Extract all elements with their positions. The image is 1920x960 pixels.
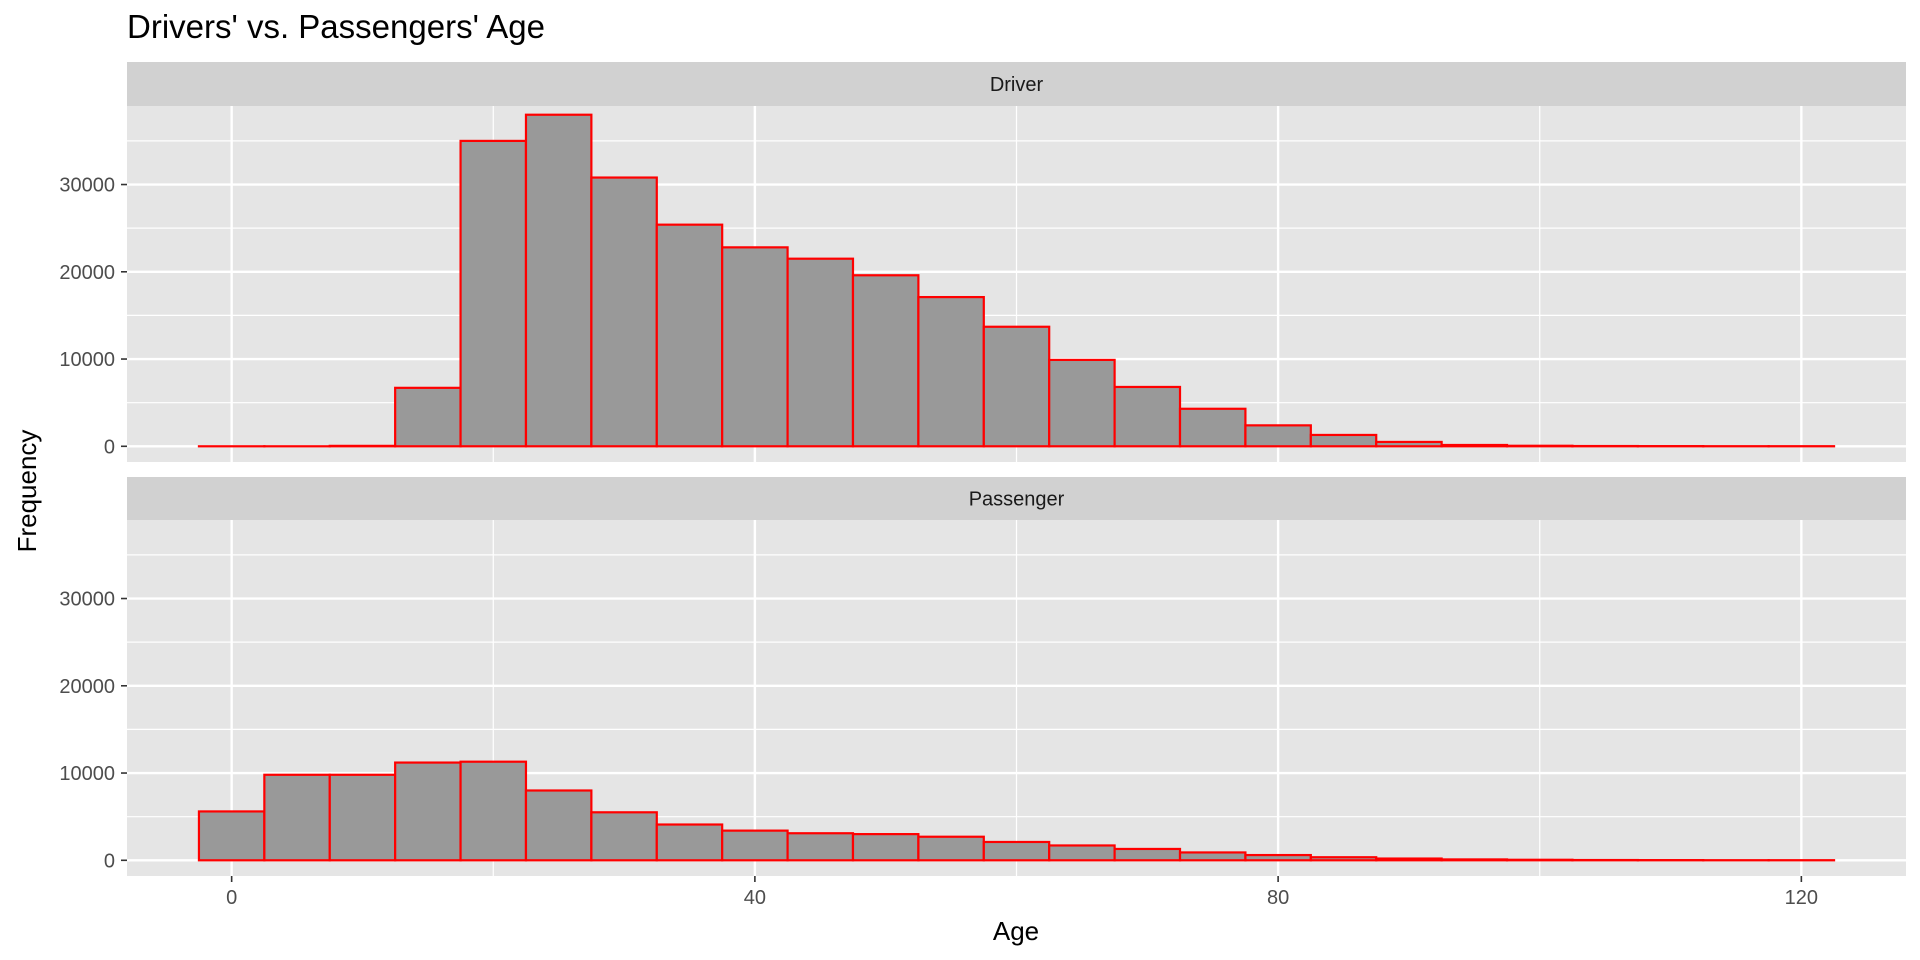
histogram-bar [1375, 857, 1443, 862]
histogram-bar [1505, 858, 1574, 862]
histogram-bar [524, 113, 593, 448]
y-tick-label: 20000 [59, 262, 115, 284]
histogram-bar [1440, 443, 1509, 448]
y-tick-label: 0 [104, 850, 115, 872]
histogram-bar [1048, 844, 1116, 862]
facet-panel-passenger: Passenger 0 10000 20000 30000 0 40 80 120 [59, 477, 1906, 909]
histogram-bar [982, 840, 1051, 862]
histogram-bar [917, 835, 985, 862]
histogram-bar [394, 386, 462, 448]
x-tick-label: 120 [1785, 887, 1818, 909]
histogram-bar [982, 325, 1051, 448]
histogram-bar [721, 246, 789, 448]
histogram-bar [1309, 856, 1378, 862]
histogram-bar [1244, 853, 1312, 862]
histogram-bar [1505, 444, 1574, 448]
facet-strip-label: Passenger [969, 489, 1065, 511]
histogram-bar [394, 761, 462, 862]
facet-panel-driver: Driver 0 10000 20000 30000 [59, 62, 1906, 462]
y-tick-label: 10000 [59, 349, 115, 371]
histogram-bar [851, 274, 920, 448]
facet-strip [127, 477, 1906, 520]
histogram-bar [1113, 385, 1182, 448]
histogram-bar [655, 223, 724, 448]
y-tick-label: 20000 [59, 676, 115, 698]
histogram-bar [1178, 851, 1247, 862]
facets-layer: Driver 0 10000 20000 30000 Passenger 0 10000 200… [59, 62, 1906, 909]
histogram-bar [263, 773, 331, 862]
histogram-bar [328, 773, 397, 862]
x-tick-label: 0 [226, 887, 237, 909]
histogram-bar [786, 257, 855, 448]
histogram-bar [917, 295, 985, 448]
y-tick-label: 0 [104, 436, 115, 458]
x-tick-label: 80 [1267, 887, 1289, 909]
histogram-bar [1244, 424, 1312, 448]
histogram-bar [590, 176, 658, 448]
facet-strip-label: Driver [990, 74, 1044, 96]
histogram-bar [1113, 847, 1182, 862]
histogram-bar [1375, 440, 1443, 448]
histogram-bar [1309, 433, 1378, 448]
facet-strip [127, 62, 1906, 106]
histogram-bar [851, 833, 920, 862]
histogram-bar [459, 760, 528, 862]
y-tick-label: 30000 [59, 175, 115, 197]
histogram-bar [1048, 358, 1116, 448]
y-tick-label: 10000 [59, 763, 115, 785]
chart-title: Drivers' vs. Passengers' Age [127, 8, 545, 45]
histogram-bar [1440, 858, 1509, 862]
histogram-bar [590, 811, 658, 862]
histogram-bar [721, 829, 789, 862]
x-tick-label: 40 [744, 887, 766, 909]
histogram-bar [197, 810, 266, 862]
y-tick-label: 30000 [59, 589, 115, 611]
histogram-bar [459, 139, 528, 448]
histogram-bar [1178, 407, 1247, 448]
histogram-bar [524, 789, 593, 862]
y-axis-title: Frequency [12, 430, 42, 553]
x-axis-title: Age [993, 916, 1039, 946]
histogram-bar [786, 832, 855, 862]
histogram-bar [655, 823, 724, 862]
